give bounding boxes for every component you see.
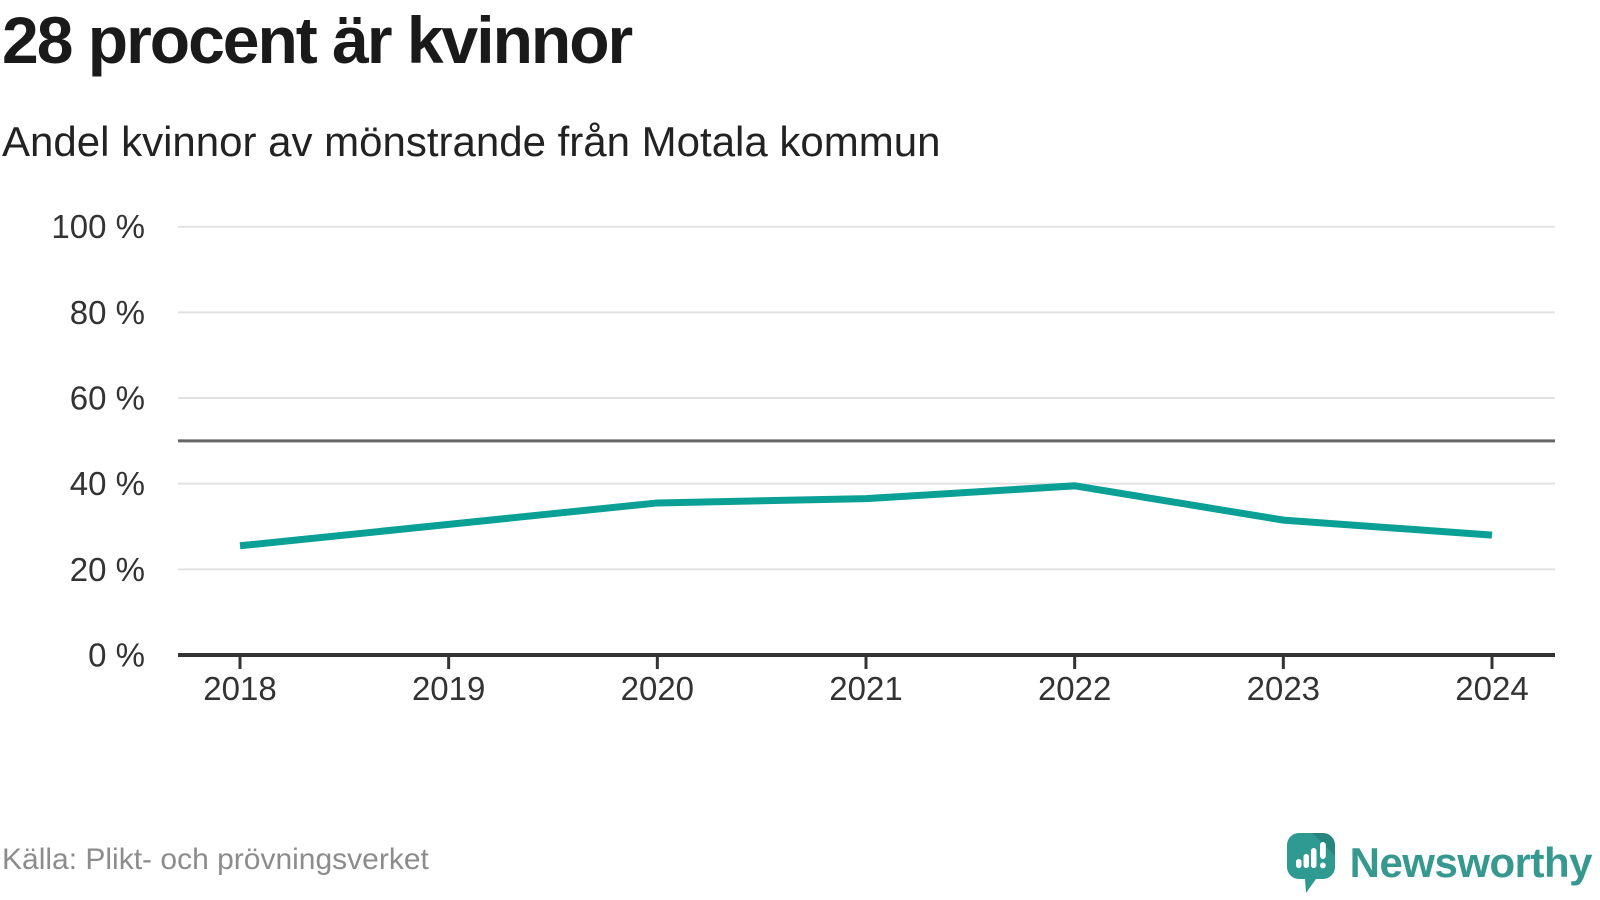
x-axis-label-2019: 2019 — [412, 670, 485, 707]
data-line-andel-kvinnor-av-mönstrande — [239, 482, 1493, 550]
newsworthy-logo-icon — [1286, 832, 1336, 894]
line-chart: 0 % 20 % 40 % 60 % 80 % 100 % 2018 2019 2020 2021… — [51, 208, 1555, 707]
brand-lockup: Newsworthy — [1286, 832, 1593, 894]
y-axis-label-0: 0 % — [88, 637, 145, 674]
x-axis-label-2020: 2020 — [621, 670, 694, 707]
y-axis-label-100: 100 % — [51, 208, 145, 245]
chart-title: 28 procent är kvinnor — [2, 3, 633, 77]
chart-subtitle: Andel kvinnor av mönstrande från Motala … — [2, 118, 941, 165]
y-axis-label-40: 40 % — [70, 465, 145, 502]
x-axis-label-2018: 2018 — [203, 670, 276, 707]
x-axis-label-2022: 2022 — [1038, 670, 1111, 707]
y-axis-label-60: 60 % — [70, 380, 145, 417]
brand-name: Newsworthy — [1349, 839, 1593, 886]
y-axis-label-20: 20 % — [70, 551, 145, 588]
y-axis-label-80: 80 % — [70, 294, 145, 331]
source-caption: Källa: Plikt- och prövningsverket — [2, 843, 429, 876]
x-axis-label-2023: 2023 — [1247, 670, 1320, 707]
x-axis-label-2021: 2021 — [829, 670, 902, 707]
x-axis-label-2024: 2024 — [1455, 670, 1528, 707]
